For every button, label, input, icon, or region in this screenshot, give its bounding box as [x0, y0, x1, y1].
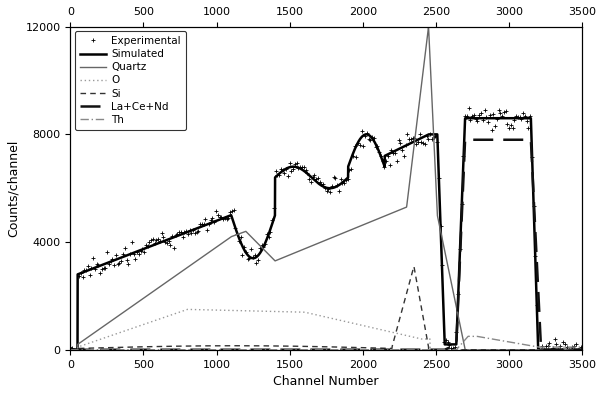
- La+Ce+Nd: [308, 348, 315, 352]
- Si: [392, 332, 399, 337]
- Th: [392, 348, 399, 352]
- Experimental: [200, 222, 207, 227]
- Y-axis label: Counts/channel: Counts/channel: [7, 139, 20, 237]
- Si: [370, 346, 377, 350]
- Experimental: [204, 228, 211, 232]
- Experimental: [465, 105, 472, 110]
- O: [174, 310, 181, 315]
- O: [392, 331, 399, 335]
- Si: [308, 344, 315, 349]
- Si: [578, 348, 586, 352]
- Legend: Experimental, Simulated, Quartz, O, Si, La+Ce+Nd, Th: Experimental, Simulated, Quartz, O, Si, …: [75, 31, 186, 130]
- Experimental: [362, 134, 369, 138]
- Quartz: [308, 243, 315, 248]
- O: [252, 308, 259, 313]
- Simulated: [251, 255, 259, 260]
- Th: [539, 345, 546, 350]
- Experimental: [332, 176, 339, 181]
- Quartz: [578, 348, 586, 352]
- La+Ce+Nd: [174, 348, 181, 352]
- Experimental: [70, 348, 77, 352]
- Th: [464, 334, 472, 339]
- La+Ce+Nd: [461, 137, 469, 142]
- Line: La+Ce+Nd: La+Ce+Nd: [71, 140, 582, 350]
- Th: [174, 348, 181, 352]
- O: [578, 348, 586, 352]
- Simulated: [67, 348, 74, 352]
- Simulated: [578, 348, 586, 352]
- La+Ce+Nd: [251, 348, 259, 352]
- Experimental: [572, 342, 579, 346]
- La+Ce+Nd: [578, 348, 586, 352]
- Line: Th: Th: [71, 336, 582, 350]
- La+Ce+Nd: [370, 348, 377, 352]
- Th: [578, 345, 586, 350]
- La+Ce+Nd: [392, 348, 399, 352]
- La+Ce+Nd: [67, 348, 74, 352]
- Th: [308, 348, 315, 352]
- O: [308, 312, 315, 316]
- O: [67, 348, 74, 352]
- Simulated: [461, 116, 469, 120]
- Th: [251, 348, 259, 352]
- Line: Si: Si: [71, 267, 582, 350]
- Si: [410, 264, 417, 269]
- Experimental: [242, 250, 250, 254]
- Simulated: [392, 148, 399, 153]
- Si: [67, 348, 74, 352]
- Line: O: O: [71, 309, 582, 350]
- O: [539, 348, 546, 352]
- Quartz: [370, 218, 377, 223]
- X-axis label: Channel Number: Channel Number: [273, 375, 379, 388]
- Si: [174, 344, 181, 348]
- Line: Quartz: Quartz: [71, 27, 582, 350]
- Si: [539, 348, 546, 352]
- O: [370, 326, 377, 331]
- Quartz: [425, 24, 432, 29]
- Quartz: [251, 239, 259, 243]
- La+Ce+Nd: [539, 348, 546, 352]
- Quartz: [539, 348, 546, 352]
- Line: Experimental: Experimental: [68, 105, 583, 352]
- Th: [67, 348, 74, 352]
- Experimental: [578, 345, 585, 350]
- Th: [370, 348, 377, 352]
- Simulated: [308, 175, 315, 180]
- Simulated: [539, 348, 546, 352]
- Si: [251, 343, 259, 348]
- O: [184, 307, 191, 312]
- Quartz: [174, 272, 181, 277]
- Line: Simulated: Simulated: [71, 118, 582, 350]
- Simulated: [174, 233, 181, 238]
- Quartz: [392, 209, 399, 214]
- Quartz: [67, 348, 74, 352]
- Simulated: [370, 139, 377, 143]
- Experimental: [67, 345, 74, 350]
